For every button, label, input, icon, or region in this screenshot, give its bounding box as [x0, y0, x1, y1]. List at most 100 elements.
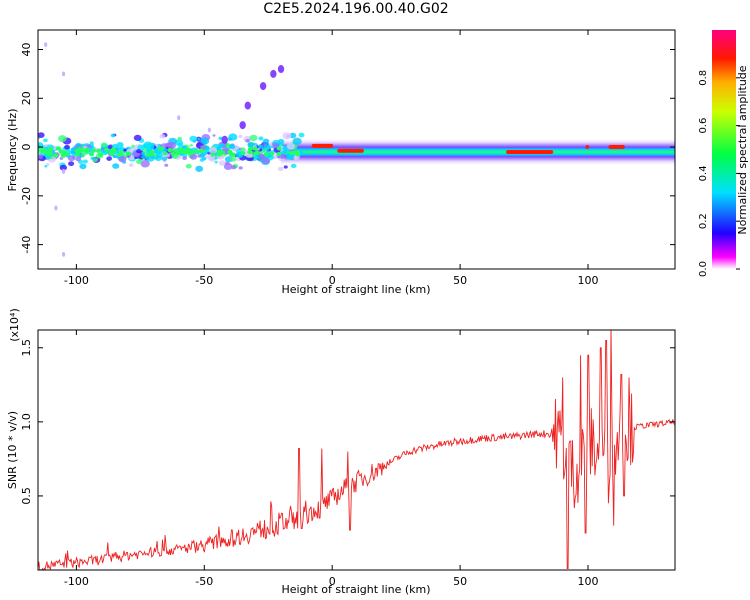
scatter-point — [61, 169, 66, 174]
spectrogram-blob — [208, 147, 218, 154]
spectrogram-blob — [45, 162, 50, 166]
snr-y-label: SNR (10 * v/v) — [6, 411, 19, 489]
spectrogram-core-blob — [149, 151, 155, 156]
x-tick-label: 50 — [453, 274, 467, 287]
spectrogram-core-blob — [125, 151, 131, 156]
y-tick-label: -40 — [20, 236, 33, 254]
spectrogram-blob — [292, 137, 302, 146]
red-segment — [311, 143, 334, 148]
spectrogram-core-blob — [110, 147, 116, 152]
spectrogram-blob — [140, 160, 150, 168]
spectrogram-blob — [164, 163, 169, 167]
spectrogram-core-blob — [40, 149, 46, 154]
spectrogram-blob — [185, 163, 192, 169]
spectrogram-core-blob — [91, 148, 97, 153]
spectrogram-blob — [293, 155, 300, 161]
y-tick-label: 1.0 — [20, 413, 33, 431]
spectrogram-core-blob — [193, 148, 199, 153]
spectrogram-blob — [298, 132, 305, 138]
spectrogram-content — [38, 42, 675, 257]
colorbar-tick-label: 0.4 — [698, 165, 709, 181]
spectrogram-blob — [64, 144, 70, 150]
spectrogram-frame — [37, 29, 676, 270]
spectrogram-blob — [161, 156, 168, 161]
spectrogram-blob — [68, 161, 75, 167]
spectrogram-core-blob — [167, 148, 173, 153]
spectrogram-blob — [75, 156, 82, 162]
colorbar: 0.0 0.2 0.4 0.6 0.8 Normalized spectral ampl… — [698, 30, 749, 277]
spectrogram-y-label: Frequency (Hz) — [6, 109, 19, 192]
spectrogram-blob — [44, 164, 48, 168]
spectrogram-core-blob — [276, 151, 282, 156]
spectrogram-blob — [223, 162, 233, 170]
scatter-point — [177, 115, 181, 121]
spectrogram-core-blob — [55, 146, 61, 151]
spectrogram-blob — [290, 163, 297, 169]
x-tick-label: 0 — [329, 274, 336, 287]
colorbar-tick-label: 0.2 — [698, 213, 709, 229]
spectrogram-blob — [112, 154, 117, 159]
spectrogram-blob — [262, 138, 270, 144]
spectrogram-core-blob — [74, 152, 80, 157]
spectrogram-core-blob — [292, 150, 298, 155]
spectrogram-core-blob — [269, 151, 275, 156]
spectrogram-blob — [101, 142, 108, 148]
spectrogram-blob — [154, 155, 162, 161]
spectrogram-core-blob — [64, 152, 70, 157]
scatter-point — [54, 205, 58, 211]
spectrogram-core-blob — [44, 149, 50, 154]
x-tick-label: -50 — [195, 575, 213, 588]
scatter-point — [61, 71, 66, 77]
spectrogram-core-blob — [276, 146, 282, 151]
spectrogram-core-blob — [103, 147, 109, 152]
spectrogram-blob — [249, 134, 258, 142]
x-tick-label: -50 — [195, 274, 213, 287]
spectrogram-blob — [197, 137, 201, 141]
spectrogram-core-blob — [263, 152, 269, 157]
spectrogram-blob — [110, 133, 116, 138]
colorbar-tick-label: 0.6 — [698, 118, 709, 134]
spectrogram-core-blob — [182, 149, 188, 154]
rising-line-point — [259, 82, 267, 91]
spectrogram-core-blob — [58, 149, 64, 154]
snr-x-label: Height of straight line (km) — [281, 583, 430, 596]
red-segment — [506, 149, 554, 154]
colorbar-tick-label: 0.8 — [698, 70, 709, 86]
spectrogram-blob — [231, 165, 237, 170]
x-tick-label: -100 — [64, 274, 89, 287]
spectrogram-core-blob — [60, 153, 66, 158]
x-tick-label: 0 — [329, 575, 336, 588]
spectrogram-blob — [189, 144, 193, 147]
spectrogram-core-blob — [187, 151, 193, 156]
spectrogram-blob — [75, 142, 81, 147]
spectrogram-blob — [240, 147, 246, 152]
spectrogram-blob — [258, 144, 264, 149]
x-tick-label: 50 — [453, 575, 467, 588]
spectrogram-core-blob — [173, 148, 179, 153]
spectrogram-blob — [272, 142, 280, 149]
spectrogram-blob — [58, 135, 67, 143]
spectrogram-blob — [200, 137, 210, 145]
spectrogram-core-blob — [229, 152, 235, 157]
x-tick-label: -100 — [64, 575, 89, 588]
spectrogram-blob — [136, 149, 142, 154]
spectrogram-core-blob — [217, 149, 223, 154]
y-tick-label: 1.5 — [20, 339, 33, 357]
spectrogram-core-blob — [247, 146, 253, 151]
spectrogram-blob — [218, 160, 226, 166]
spectrogram-blob — [38, 132, 45, 138]
spectrogram-core-blob — [175, 151, 181, 156]
spectrogram-blob — [123, 148, 127, 152]
spectrogram-core-blob — [83, 149, 89, 154]
spectrogram-blob — [229, 144, 236, 149]
spectrogram-blob — [258, 136, 264, 141]
x-tick-label: 100 — [578, 575, 599, 588]
spectrogram-core-blob — [170, 151, 176, 156]
spectrogram-blob — [286, 143, 296, 150]
colorbar-ticks: 0.0 0.2 0.4 0.6 0.8 — [698, 70, 740, 277]
spectrogram-core-blob — [98, 152, 104, 157]
rising-line-point — [221, 135, 228, 144]
snr-line — [38, 330, 675, 570]
spectrogram-core-blob — [247, 150, 253, 155]
spectrogram-blob — [43, 138, 48, 143]
